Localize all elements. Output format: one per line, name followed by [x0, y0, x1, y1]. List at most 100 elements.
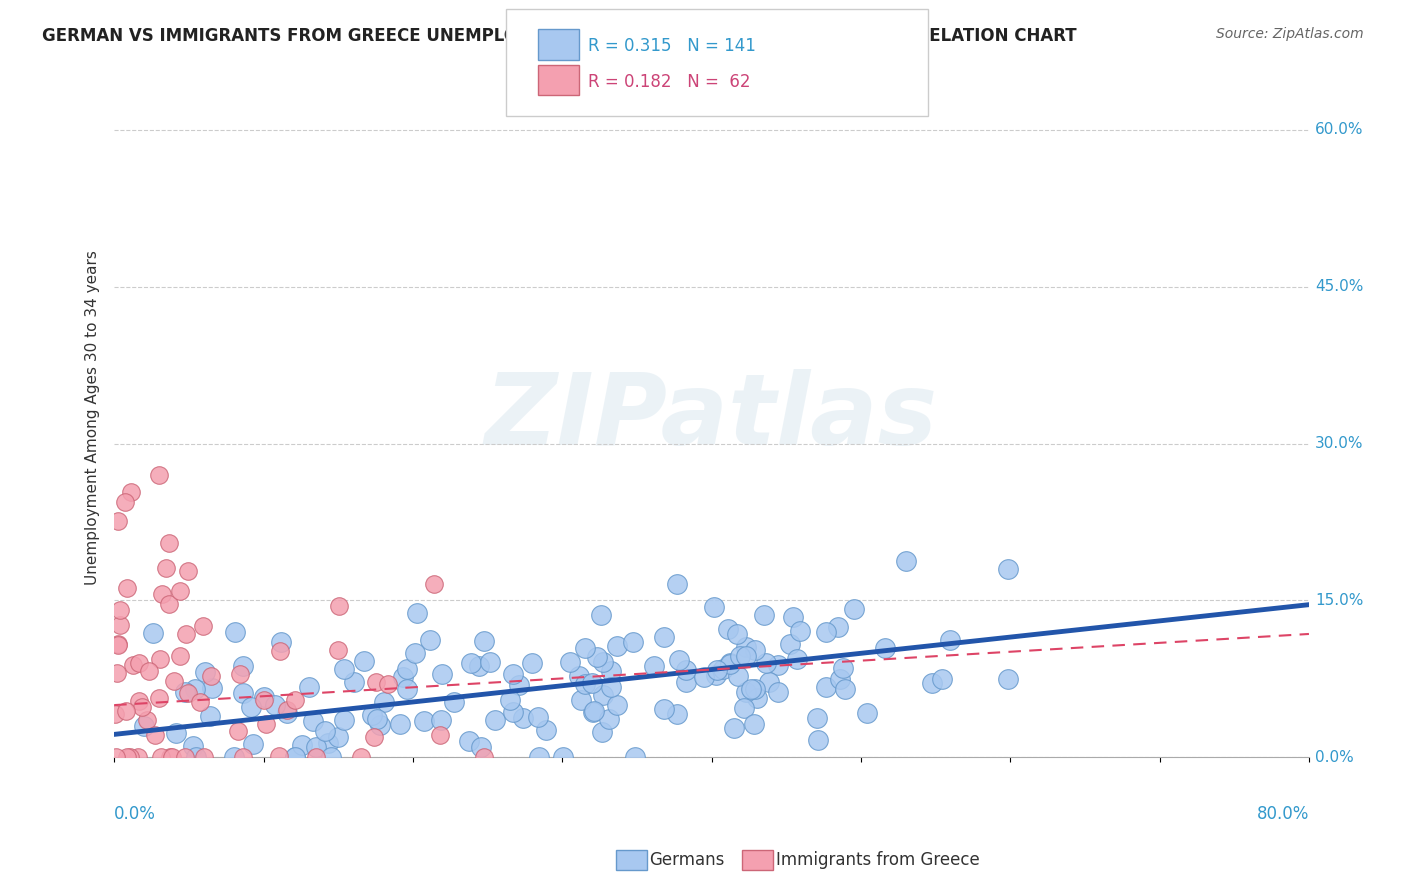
Point [155, 561, 177, 575]
Point [181, 739, 204, 753]
Point [177, 565, 200, 579]
Point [675, 675, 697, 690]
Point [110, 603, 132, 617]
Point [725, 626, 748, 640]
Point [668, 653, 690, 667]
Point [643, 658, 665, 673]
Point [406, 606, 429, 620]
Point [568, 669, 591, 683]
Point [526, 710, 548, 724]
Point [727, 669, 749, 683]
Point [173, 685, 195, 699]
Point [284, 750, 307, 764]
Point [558, 655, 581, 669]
Point [939, 632, 962, 647]
Point [430, 667, 453, 681]
Point [108, 617, 131, 632]
Point [115, 704, 138, 718]
Point [894, 554, 917, 568]
Point [508, 678, 530, 692]
Point [468, 659, 491, 673]
Point [128, 656, 150, 670]
Point [742, 716, 765, 731]
Point [599, 665, 621, 679]
Point [190, 695, 212, 709]
Point [931, 672, 953, 686]
Point [333, 713, 356, 727]
Point [232, 750, 254, 764]
Point [582, 706, 605, 720]
Point [499, 693, 522, 707]
Text: R = 0.182   N =  62: R = 0.182 N = 62 [588, 73, 751, 91]
Point [269, 643, 291, 657]
Point [350, 750, 373, 764]
Point [703, 600, 725, 615]
Point [353, 654, 375, 668]
Point [717, 623, 740, 637]
Point [148, 468, 170, 483]
Point [484, 714, 506, 728]
Point [723, 721, 745, 735]
Point [143, 728, 166, 742]
Point [240, 699, 263, 714]
Point [150, 587, 173, 601]
Point [472, 633, 495, 648]
Point [782, 610, 804, 624]
Point [377, 677, 399, 691]
Point [873, 640, 896, 655]
Point [115, 581, 138, 595]
Point [718, 657, 741, 672]
Point [766, 685, 789, 699]
Point [200, 669, 222, 683]
Point [921, 676, 943, 690]
Point [391, 669, 413, 683]
Point [569, 693, 592, 707]
Text: 0.0%: 0.0% [1315, 750, 1354, 765]
Point [253, 690, 276, 704]
Point [512, 711, 534, 725]
Point [706, 663, 728, 677]
Text: 30.0%: 30.0% [1315, 436, 1364, 451]
Point [368, 718, 391, 732]
Point [184, 750, 207, 764]
Point [107, 637, 129, 651]
Point [423, 577, 446, 591]
Point [443, 695, 465, 709]
Point [177, 686, 200, 700]
Point [174, 750, 197, 764]
Point [828, 672, 851, 686]
Point [704, 668, 727, 682]
Point [752, 608, 775, 623]
Point [413, 714, 436, 728]
Point [343, 675, 366, 690]
Point [298, 680, 321, 694]
Point [314, 724, 336, 739]
Point [675, 664, 697, 678]
Y-axis label: Unemployment Among Ages 30 to 34 years: Unemployment Among Ages 30 to 34 years [86, 250, 100, 585]
Point [194, 665, 217, 679]
Point [536, 723, 558, 738]
Point [734, 649, 756, 664]
Point [807, 732, 830, 747]
Point [160, 750, 183, 764]
Point [134, 719, 156, 733]
Point [366, 712, 388, 726]
Point [284, 693, 307, 707]
Point [478, 656, 501, 670]
Text: 60.0%: 60.0% [1315, 122, 1364, 137]
Point [827, 620, 849, 634]
Text: 80.0%: 80.0% [1257, 805, 1309, 823]
Point [592, 655, 614, 669]
Text: 15.0%: 15.0% [1315, 593, 1364, 608]
Point [665, 576, 688, 591]
Point [624, 750, 647, 764]
Point [815, 624, 838, 639]
Point [733, 701, 755, 715]
Point [224, 625, 246, 640]
Point [740, 681, 762, 696]
Point [786, 652, 808, 666]
Point [107, 638, 129, 652]
Point [502, 706, 524, 720]
Point [291, 738, 314, 752]
Point [693, 670, 716, 684]
